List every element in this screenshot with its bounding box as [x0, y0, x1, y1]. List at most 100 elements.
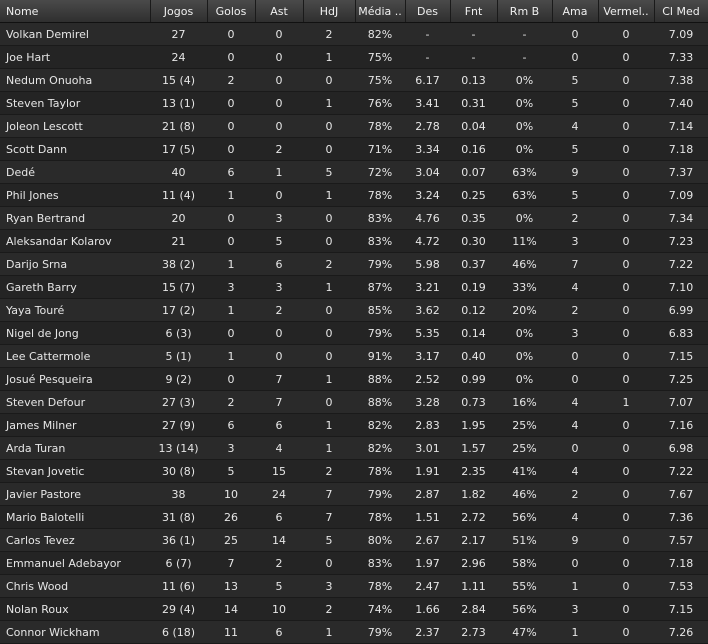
cell-ama: 4 [552, 505, 598, 529]
cell-rm-b: 47% [497, 620, 552, 644]
column-header-fnt[interactable]: Fnt [450, 0, 498, 23]
cell-ast: 0 [255, 45, 303, 69]
table-row[interactable]: Steven Taylor 13 (1) 0 0 1 76% 3.41 0.31 0% 5 0 7.4… [0, 91, 708, 115]
cell-rm-b: 16% [497, 390, 552, 414]
table-row[interactable]: Nedum Onuoha 15 (4) 2 0 0 75% 6.17 0.13 0% 5 0 7.38 [0, 68, 708, 92]
cell-hdj: 1 [303, 275, 355, 299]
table-row[interactable]: Phil Jones 11 (4) 1 0 1 78% 3.24 0.25 63% 5 0 7.09 [0, 183, 708, 207]
cell-ast: 6 [255, 413, 303, 437]
cell-vermel: 0 [598, 321, 654, 345]
cell-fnt: 0.12 [450, 298, 497, 322]
column-header-jogos[interactable]: Jogos [150, 0, 208, 23]
cell-golos: 6 [207, 160, 255, 184]
table-row[interactable]: Chris Wood 11 (6) 13 5 3 78% 2.47 1.11 55% 1 0 7.53 [0, 574, 708, 598]
cell-media: 76% [355, 91, 405, 115]
cell-media: 83% [355, 229, 405, 253]
table-row[interactable]: Joe Hart 24 0 0 1 75% - - -0 0 7.33 [0, 45, 708, 69]
table-row[interactable]: Nigel de Jong 6 (3) 0 0 0 79% 5.35 0.14 0% 3 0 6.83 [0, 321, 708, 345]
table-row[interactable]: Gareth Barry 15 (7) 3 3 1 87% 3.21 0.19 33% 4 0 7.1… [0, 275, 708, 299]
cell-vermel: 0 [598, 528, 654, 552]
column-header-des[interactable]: Des [405, 0, 451, 23]
column-header-media[interactable]: Média .. [355, 0, 406, 23]
cell-vermel: 1 [598, 390, 654, 414]
table-row[interactable]: Joleon Lescott 21 (8) 0 0 0 78% 2.78 0.04 0% 4 0 7.… [0, 114, 708, 138]
cell-name: Stevan Jovetic [0, 459, 150, 483]
column-header-hdj[interactable]: HdJ [303, 0, 356, 23]
cell-des: 3.41 [405, 91, 450, 115]
cell-cl-med: 7.33 [654, 45, 708, 69]
column-header-cl-med[interactable]: Cl Med [654, 0, 708, 23]
cell-des: 2.78 [405, 114, 450, 138]
cell-des: 1.97 [405, 551, 450, 575]
cell-des: 3.17 [405, 344, 450, 368]
cell-name: Joe Hart [0, 45, 150, 69]
cell-cl-med: 7.09 [654, 183, 708, 207]
table-row[interactable]: Mario Balotelli 31 (8) 26 6 7 78% 1.51 2.72 56% 4… [0, 505, 708, 529]
cell-name: Javier Pastore [0, 482, 150, 506]
cell-vermel: 0 [598, 367, 654, 391]
cell-jogos: 15 (7) [150, 275, 207, 299]
table-row[interactable]: Javier Pastore 38 10 24 7 79% 2.87 1.82 46% 2 0 7.6… [0, 482, 708, 506]
cell-name: Steven Taylor [0, 91, 150, 115]
cell-cl-med: 7.15 [654, 344, 708, 368]
table-row[interactable]: Aleksandar Kolarov 21 0 5 0 83% 4.72 0.30 11% 3 0 7… [0, 229, 708, 253]
cell-ama: 4 [552, 275, 598, 299]
cell-fnt: 0.13 [450, 68, 497, 92]
table-row[interactable]: Lee Cattermole 5 (1) 1 0 0 91% 3.17 0.40 0% 0 0 7.1… [0, 344, 708, 368]
cell-vermel: 0 [598, 114, 654, 138]
table-row[interactable]: Arda Turan 13 (14) 3 4 1 82% 3.01 1.57 25% 0 0 6.98 [0, 436, 708, 460]
table-row[interactable]: Connor Wickham 6 (18) 11 6 1 79% 2.37 2.73 47% 1 0… [0, 620, 708, 644]
cell-cl-med: 7.22 [654, 252, 708, 276]
cell-ama: 0 [552, 551, 598, 575]
column-header-golos[interactable]: Golos [207, 0, 256, 23]
cell-golos: 11 [207, 620, 255, 644]
table-row[interactable]: Emmanuel Adebayor 6 (7) 7 2 0 83% 1.97 2.96 58% 0… [0, 551, 708, 575]
table-body: Volkan Demirel 27 0 0 2 82% - - -0 0 7.09 Joe Hart 2… [0, 22, 708, 644]
cell-ast: 5 [255, 229, 303, 253]
table-row[interactable]: Dedé 40 6 1 5 72% 3.04 0.07 63% 9 0 7.37 [0, 160, 708, 184]
cell-hdj: 0 [303, 137, 355, 161]
table-row[interactable]: Josué Pesqueira 9 (2) 0 7 1 88% 2.52 0.99 0% 0 0 7.… [0, 367, 708, 391]
cell-hdj: 0 [303, 114, 355, 138]
cell-rm-b: 56% [497, 597, 552, 621]
table-row[interactable]: Stevan Jovetic 30 (8) 5 15 2 78% 1.91 2.35 41% 4 0… [0, 459, 708, 483]
table-row[interactable]: Carlos Tevez 36 (1) 25 14 5 80% 2.67 2.17 51% 9 0 7… [0, 528, 708, 552]
table-row[interactable]: Volkan Demirel 27 0 0 2 82% - - -0 0 7.09 [0, 22, 708, 46]
table-row[interactable]: James Milner 27 (9) 6 6 1 82% 2.83 1.95 25% 4 0 7.1… [0, 413, 708, 437]
table-row[interactable]: Steven Defour 27 (3) 2 7 0 88% 3.28 0.73 16% 4 1 7.… [0, 390, 708, 414]
cell-jogos: 38 [150, 482, 207, 506]
column-header-rm-b[interactable]: Rm B [497, 0, 553, 23]
cell-name: Emmanuel Adebayor [0, 551, 150, 575]
cell-media: 74% [355, 597, 405, 621]
cell-ast: 7 [255, 367, 303, 391]
cell-golos: 26 [207, 505, 255, 529]
cell-jogos: 31 (8) [150, 505, 207, 529]
column-header-vermel[interactable]: Vermel.. [598, 0, 655, 23]
cell-jogos: 38 (2) [150, 252, 207, 276]
cell-vermel: 0 [598, 160, 654, 184]
cell-fnt: 2.72 [450, 505, 497, 529]
cell-fnt: 2.96 [450, 551, 497, 575]
cell-name: Carlos Tevez [0, 528, 150, 552]
cell-des: 3.04 [405, 160, 450, 184]
table-row[interactable]: Scott Dann 17 (5) 0 2 0 71% 3.34 0.16 0% 5 0 7.18 [0, 137, 708, 161]
column-header-ast[interactable]: Ast [255, 0, 304, 23]
table-row[interactable]: Nolan Roux 29 (4) 14 10 2 74% 1.66 2.84 56% 3 0 7.1… [0, 597, 708, 621]
cell-media: 78% [355, 459, 405, 483]
cell-ama: 9 [552, 160, 598, 184]
cell-des: - [405, 45, 450, 69]
table-row[interactable]: Darijo Srna 38 (2) 1 6 2 79% 5.98 0.37 46% 7 0 7.22 [0, 252, 708, 276]
table-row[interactable]: Ryan Bertrand 20 0 3 0 83% 4.76 0.35 0% 2 0 7.34 [0, 206, 708, 230]
cell-ama: 5 [552, 183, 598, 207]
cell-jogos: 15 (4) [150, 68, 207, 92]
cell-media: 82% [355, 22, 405, 46]
cell-golos: 1 [207, 252, 255, 276]
column-header-nome[interactable]: Nome [0, 0, 151, 23]
cell-ast: 6 [255, 505, 303, 529]
cell-fnt: - [450, 45, 497, 69]
cell-fnt: 1.95 [450, 413, 497, 437]
column-header-ama[interactable]: Ama [552, 0, 599, 23]
table-row[interactable]: Yaya Touré 17 (2) 1 2 0 85% 3.62 0.12 20% 2 0 6.99 [0, 298, 708, 322]
cell-rm-b: 25% [497, 436, 552, 460]
cell-ast: 4 [255, 436, 303, 460]
